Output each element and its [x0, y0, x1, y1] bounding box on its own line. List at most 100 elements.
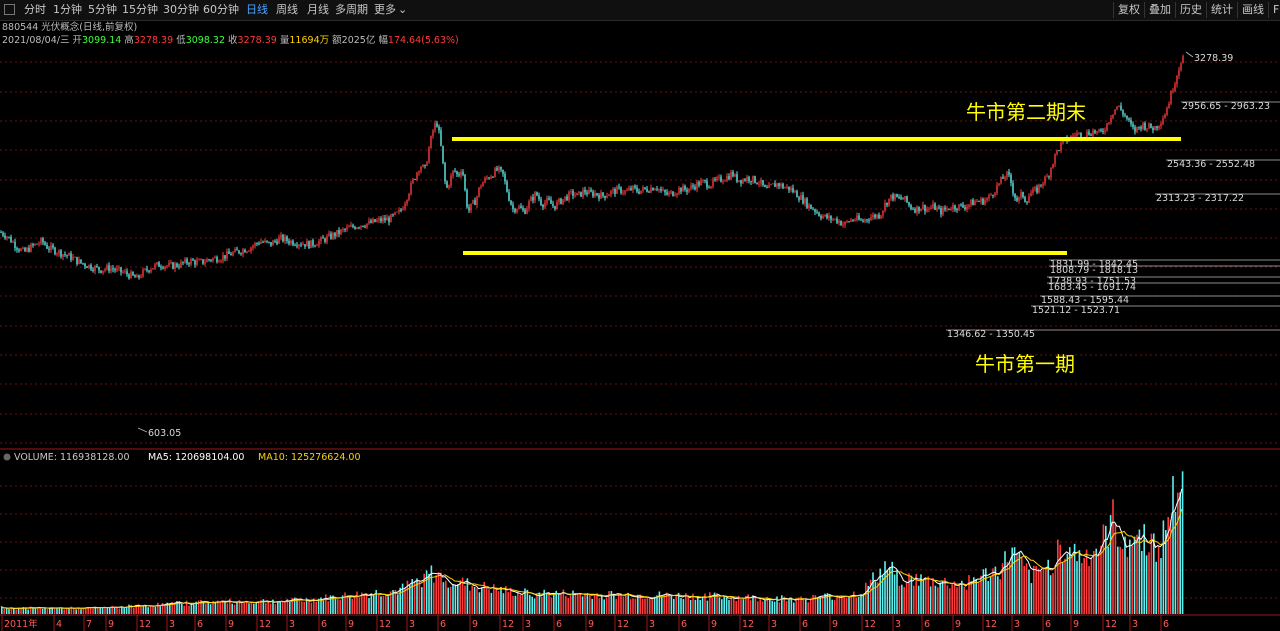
candle-body [340, 229, 342, 234]
toolbar-button[interactable]: 统计 [1206, 2, 1237, 18]
candle-body [224, 255, 226, 259]
candle-body [462, 171, 464, 175]
toolbar-button[interactable]: 复权 [1113, 2, 1144, 18]
volume-bar [793, 602, 795, 614]
volume-bar [490, 592, 493, 614]
candle-body [562, 199, 564, 204]
collapse-icon[interactable] [3, 453, 11, 461]
candle-body [620, 187, 622, 193]
open-value: 3099.14 [82, 35, 122, 46]
candle-body [592, 191, 594, 197]
candle-body [804, 198, 806, 204]
candle-body [742, 179, 744, 184]
amount-label: 额 [332, 35, 342, 46]
toolbar-button[interactable]: 叠加 [1144, 2, 1175, 18]
volume-bar [682, 599, 685, 614]
period-tab[interactable]: 60分钟 [203, 3, 239, 16]
volume-bar [495, 588, 497, 614]
toolbar-button[interactable]: 历史 [1175, 2, 1206, 18]
candle-body [162, 267, 164, 269]
candle-body [1004, 177, 1006, 179]
candle-body [446, 181, 448, 188]
volume-bar [872, 572, 874, 614]
volume-bar [272, 599, 274, 614]
volume-bar [430, 565, 433, 614]
candle-body [358, 227, 360, 229]
volume-bar [229, 598, 231, 614]
volume-bar [433, 582, 435, 614]
toolbar-button[interactable]: F [1268, 2, 1280, 18]
volume-bar [728, 600, 730, 614]
candle-body [152, 268, 154, 270]
period-tab[interactable]: 多周期 [335, 3, 368, 16]
volume-bar [668, 594, 670, 614]
period-tab[interactable]: 5分钟 [88, 3, 117, 16]
menu-icon[interactable] [4, 4, 15, 15]
period-tab[interactable]: 1分钟 [53, 3, 82, 16]
volume-bar [58, 608, 61, 614]
candle-body [132, 271, 134, 276]
candle-body [968, 204, 970, 207]
volume-bar [327, 601, 329, 614]
more-chevron-icon[interactable]: ⌄ [398, 3, 408, 16]
volume-bar [425, 570, 428, 614]
volume-bar [421, 587, 423, 614]
candle-body [1072, 135, 1074, 137]
candle-body [946, 208, 948, 210]
volume-bar [857, 597, 860, 614]
x-tick-label: 6 [802, 619, 808, 630]
volume-bar [457, 584, 459, 614]
change-value: 174.64(5.63%) [387, 35, 459, 46]
volume-bar [608, 591, 610, 614]
period-tab[interactable]: 分时 [24, 3, 46, 16]
volume-bar [416, 578, 418, 614]
toolbar-button[interactable]: 画线 [1237, 2, 1268, 18]
volume-bar [152, 606, 154, 614]
volume-bar [125, 607, 128, 614]
volume-bar [296, 598, 298, 614]
volume-bar [106, 607, 109, 614]
period-tab[interactable]: 日线 [246, 3, 268, 16]
volume-bar [1037, 568, 1040, 614]
volume-bar [838, 595, 841, 614]
candle-body [492, 176, 494, 178]
candle-body [1126, 115, 1128, 119]
period-tab[interactable]: 周线 [276, 3, 298, 16]
candle-body [32, 244, 34, 246]
candle-body [1034, 187, 1036, 189]
volume-bar [704, 593, 706, 614]
volume-bar [625, 593, 627, 614]
candle-body [406, 199, 408, 205]
candle-body [360, 225, 362, 228]
candle-body [764, 185, 766, 188]
volume-bar [409, 584, 411, 614]
candle-body [758, 183, 760, 185]
period-tab[interactable]: 15分钟 [122, 3, 158, 16]
candle-body [508, 191, 510, 201]
volume-bar [1009, 562, 1011, 614]
period-tab[interactable]: 30分钟 [163, 3, 199, 16]
candle-body [356, 227, 358, 229]
volume-bar [135, 604, 137, 614]
candle-body [282, 234, 284, 242]
candle-body [694, 186, 696, 190]
candle-body [482, 182, 484, 187]
volume-bar [15, 609, 17, 614]
x-tick-label: 12 [617, 619, 629, 630]
period-tab[interactable]: 更多 [374, 3, 396, 16]
candle-body [248, 251, 250, 252]
candle-body [366, 223, 368, 228]
period-tab[interactable]: 月线 [307, 3, 329, 16]
candle-body [86, 266, 88, 268]
candle-body [108, 265, 110, 272]
candle-body [670, 191, 672, 193]
volume-bar [212, 601, 214, 614]
volume-bar [778, 602, 781, 614]
candle-body [1046, 176, 1048, 178]
volume-bar [620, 593, 622, 614]
candle-body [1060, 143, 1062, 151]
candle-body [1042, 183, 1044, 186]
candle-body [868, 219, 870, 221]
volume-bar [1021, 557, 1023, 614]
